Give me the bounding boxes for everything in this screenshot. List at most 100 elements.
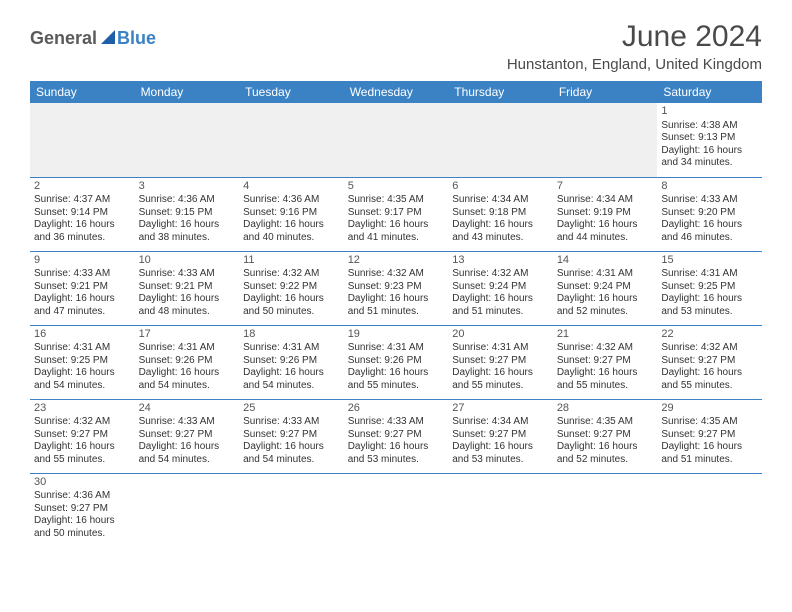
cell-line-daylight1: Daylight: 16 hours bbox=[34, 515, 131, 528]
cell-line-sunset: Sunset: 9:18 PM bbox=[452, 207, 549, 220]
cell-line-daylight1: Daylight: 16 hours bbox=[34, 441, 131, 454]
cell-line-daylight2: and 46 minutes. bbox=[661, 232, 758, 245]
cell-line-daylight1: Daylight: 16 hours bbox=[557, 219, 654, 232]
cell-line-sunset: Sunset: 9:21 PM bbox=[139, 281, 236, 294]
calendar-cell: 8Sunrise: 4:33 AMSunset: 9:20 PMDaylight… bbox=[657, 177, 762, 251]
cell-line-sunrise: Sunrise: 4:37 AM bbox=[34, 194, 131, 207]
calendar-cell: 1Sunrise: 4:38 AMSunset: 9:13 PMDaylight… bbox=[657, 103, 762, 177]
calendar-cell: 6Sunrise: 4:34 AMSunset: 9:18 PMDaylight… bbox=[448, 177, 553, 251]
calendar-cell bbox=[448, 103, 553, 177]
cell-line-sunset: Sunset: 9:22 PM bbox=[243, 281, 340, 294]
calendar-cell: 2Sunrise: 4:37 AMSunset: 9:14 PMDaylight… bbox=[30, 177, 135, 251]
cell-line-daylight2: and 50 minutes. bbox=[243, 306, 340, 319]
weekday-header: Sunday bbox=[30, 81, 135, 103]
day-number: 5 bbox=[348, 180, 445, 194]
day-number: 8 bbox=[661, 180, 758, 194]
cell-line-daylight1: Daylight: 16 hours bbox=[34, 367, 131, 380]
day-number: 26 bbox=[348, 402, 445, 416]
calendar-cell: 3Sunrise: 4:36 AMSunset: 9:15 PMDaylight… bbox=[135, 177, 240, 251]
cell-line-daylight2: and 38 minutes. bbox=[139, 232, 236, 245]
day-number: 25 bbox=[243, 402, 340, 416]
calendar-cell: 15Sunrise: 4:31 AMSunset: 9:25 PMDayligh… bbox=[657, 251, 762, 325]
cell-line-daylight2: and 44 minutes. bbox=[557, 232, 654, 245]
cell-line-daylight2: and 55 minutes. bbox=[348, 380, 445, 393]
cell-line-sunset: Sunset: 9:27 PM bbox=[34, 503, 131, 516]
calendar-cell bbox=[448, 473, 553, 547]
calendar-cell bbox=[344, 103, 449, 177]
day-number: 24 bbox=[139, 402, 236, 416]
cell-line-daylight1: Daylight: 16 hours bbox=[34, 293, 131, 306]
calendar-cell bbox=[239, 103, 344, 177]
cell-line-daylight1: Daylight: 16 hours bbox=[661, 145, 758, 158]
calendar-cell bbox=[135, 473, 240, 547]
cell-line-sunrise: Sunrise: 4:32 AM bbox=[557, 342, 654, 355]
calendar-cell: 14Sunrise: 4:31 AMSunset: 9:24 PMDayligh… bbox=[553, 251, 658, 325]
cell-line-daylight1: Daylight: 16 hours bbox=[452, 219, 549, 232]
calendar-cell: 29Sunrise: 4:35 AMSunset: 9:27 PMDayligh… bbox=[657, 399, 762, 473]
day-number: 15 bbox=[661, 254, 758, 268]
cell-line-daylight2: and 54 minutes. bbox=[34, 380, 131, 393]
cell-line-sunset: Sunset: 9:26 PM bbox=[348, 355, 445, 368]
cell-line-sunset: Sunset: 9:27 PM bbox=[34, 429, 131, 442]
cell-line-daylight1: Daylight: 16 hours bbox=[348, 367, 445, 380]
calendar-cell bbox=[657, 473, 762, 547]
cell-line-sunset: Sunset: 9:27 PM bbox=[452, 355, 549, 368]
cell-line-sunrise: Sunrise: 4:36 AM bbox=[139, 194, 236, 207]
day-number: 12 bbox=[348, 254, 445, 268]
day-number: 29 bbox=[661, 402, 758, 416]
cell-line-sunset: Sunset: 9:27 PM bbox=[661, 355, 758, 368]
cell-line-sunset: Sunset: 9:27 PM bbox=[348, 429, 445, 442]
weekday-header: Tuesday bbox=[239, 81, 344, 103]
cell-line-sunset: Sunset: 9:16 PM bbox=[243, 207, 340, 220]
cell-line-daylight1: Daylight: 16 hours bbox=[139, 441, 236, 454]
cell-line-daylight1: Daylight: 16 hours bbox=[243, 293, 340, 306]
calendar-cell: 28Sunrise: 4:35 AMSunset: 9:27 PMDayligh… bbox=[553, 399, 658, 473]
cell-line-daylight1: Daylight: 16 hours bbox=[557, 293, 654, 306]
day-number: 21 bbox=[557, 328, 654, 342]
day-number: 9 bbox=[34, 254, 131, 268]
cell-line-daylight2: and 54 minutes. bbox=[139, 380, 236, 393]
calendar-cell: 11Sunrise: 4:32 AMSunset: 9:22 PMDayligh… bbox=[239, 251, 344, 325]
cell-line-daylight1: Daylight: 16 hours bbox=[452, 293, 549, 306]
calendar-cell: 19Sunrise: 4:31 AMSunset: 9:26 PMDayligh… bbox=[344, 325, 449, 399]
cell-line-daylight1: Daylight: 16 hours bbox=[661, 441, 758, 454]
calendar-table: Sunday Monday Tuesday Wednesday Thursday… bbox=[30, 81, 762, 547]
cell-line-sunrise: Sunrise: 4:34 AM bbox=[452, 194, 549, 207]
calendar-cell bbox=[239, 473, 344, 547]
calendar-cell: 30Sunrise: 4:36 AMSunset: 9:27 PMDayligh… bbox=[30, 473, 135, 547]
cell-line-sunrise: Sunrise: 4:36 AM bbox=[34, 490, 131, 503]
cell-line-daylight2: and 55 minutes. bbox=[557, 380, 654, 393]
logo: General Blue bbox=[30, 20, 156, 49]
cell-line-daylight2: and 51 minutes. bbox=[348, 306, 445, 319]
cell-line-sunset: Sunset: 9:27 PM bbox=[557, 355, 654, 368]
calendar-cell: 9Sunrise: 4:33 AMSunset: 9:21 PMDaylight… bbox=[30, 251, 135, 325]
cell-line-sunset: Sunset: 9:27 PM bbox=[452, 429, 549, 442]
cell-line-sunset: Sunset: 9:26 PM bbox=[243, 355, 340, 368]
cell-line-sunset: Sunset: 9:14 PM bbox=[34, 207, 131, 220]
cell-line-daylight2: and 54 minutes. bbox=[139, 454, 236, 467]
cell-line-sunrise: Sunrise: 4:34 AM bbox=[452, 416, 549, 429]
location: Hunstanton, England, United Kingdom bbox=[507, 56, 762, 73]
cell-line-sunset: Sunset: 9:24 PM bbox=[557, 281, 654, 294]
weekday-header: Friday bbox=[553, 81, 658, 103]
cell-line-sunrise: Sunrise: 4:34 AM bbox=[557, 194, 654, 207]
cell-line-sunrise: Sunrise: 4:31 AM bbox=[452, 342, 549, 355]
cell-line-sunset: Sunset: 9:21 PM bbox=[34, 281, 131, 294]
day-number: 30 bbox=[34, 476, 131, 490]
day-number: 4 bbox=[243, 180, 340, 194]
cell-line-daylight2: and 53 minutes. bbox=[661, 306, 758, 319]
calendar-cell: 16Sunrise: 4:31 AMSunset: 9:25 PMDayligh… bbox=[30, 325, 135, 399]
cell-line-sunrise: Sunrise: 4:32 AM bbox=[661, 342, 758, 355]
cell-line-daylight2: and 36 minutes. bbox=[34, 232, 131, 245]
cell-line-sunrise: Sunrise: 4:32 AM bbox=[348, 268, 445, 281]
day-number: 14 bbox=[557, 254, 654, 268]
calendar-cell bbox=[30, 103, 135, 177]
weekday-header-row: Sunday Monday Tuesday Wednesday Thursday… bbox=[30, 81, 762, 103]
day-number: 7 bbox=[557, 180, 654, 194]
cell-line-daylight1: Daylight: 16 hours bbox=[661, 293, 758, 306]
calendar-cell bbox=[553, 473, 658, 547]
cell-line-sunrise: Sunrise: 4:33 AM bbox=[34, 268, 131, 281]
cell-line-daylight2: and 47 minutes. bbox=[34, 306, 131, 319]
cell-line-sunrise: Sunrise: 4:38 AM bbox=[661, 120, 758, 133]
title-block: June 2024 Hunstanton, England, United Ki… bbox=[507, 20, 762, 73]
